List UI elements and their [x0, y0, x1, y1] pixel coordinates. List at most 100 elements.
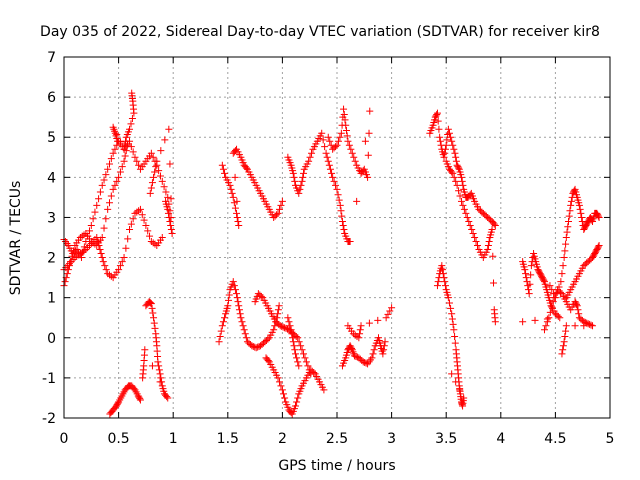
data-point [109, 149, 117, 157]
data-point [455, 164, 463, 172]
data-point [128, 115, 136, 123]
data-point [138, 211, 146, 219]
data-point [575, 310, 583, 318]
y-tick-label: 2 [47, 251, 56, 267]
data-point [542, 322, 550, 330]
data-point [111, 145, 119, 153]
x-tick-label: 2 [278, 431, 287, 447]
data-point [80, 231, 88, 239]
data-point [275, 378, 283, 386]
data-point [96, 188, 104, 196]
data-point [556, 314, 564, 322]
data-point [162, 188, 170, 196]
data-point [577, 209, 585, 217]
data-point [573, 302, 581, 310]
data-point [218, 161, 226, 169]
data-point [155, 366, 163, 374]
data-point [302, 358, 310, 366]
data-point [100, 176, 108, 184]
data-point [561, 332, 569, 340]
data-point [575, 201, 583, 209]
data-point [322, 149, 330, 157]
x-tick-label: 1.5 [217, 431, 239, 447]
data-point [305, 157, 313, 165]
data-point [567, 197, 575, 205]
data-point [121, 152, 129, 160]
y-tick-label: -1 [42, 371, 56, 387]
data-point [114, 399, 122, 407]
data-point [326, 165, 334, 173]
data-point [291, 346, 299, 354]
data-point [325, 161, 333, 169]
data-point [333, 141, 341, 149]
data-point [386, 307, 394, 315]
data-point [275, 205, 283, 213]
data-point [318, 129, 326, 137]
data-point [595, 213, 603, 221]
data-point [85, 227, 93, 235]
data-point [221, 169, 229, 177]
data-point [135, 207, 143, 215]
data-point [562, 322, 570, 330]
data-point [76, 234, 84, 241]
data-point [131, 153, 139, 161]
data-point [274, 310, 282, 318]
data-point [451, 149, 459, 157]
data-point [543, 318, 551, 326]
data-point [334, 137, 342, 145]
data-point [292, 350, 300, 358]
data-point [540, 276, 548, 284]
data-point [136, 395, 144, 403]
data-point [231, 286, 239, 294]
data-point [350, 153, 358, 161]
data-point [491, 221, 499, 229]
data-point [381, 338, 389, 346]
data-point [323, 153, 331, 161]
data-point [221, 314, 229, 322]
data-point [351, 157, 359, 165]
data-point [320, 386, 328, 394]
x-tick-label: 1 [169, 431, 178, 447]
data-point [127, 220, 135, 228]
y-tick-label: -2 [42, 411, 56, 427]
data-point [286, 322, 294, 330]
data-point [465, 217, 473, 225]
data-point [240, 326, 248, 334]
axis-ticks [63, 56, 611, 419]
data-point [365, 319, 373, 327]
data-point [273, 211, 281, 219]
data-point [549, 298, 557, 306]
data-point [450, 173, 458, 181]
data-point [148, 362, 156, 370]
data-point [106, 199, 113, 207]
data-point [248, 342, 256, 350]
data-point [122, 137, 130, 145]
y-axis-label: SDTVAR / TECUs [8, 181, 24, 296]
data-point [449, 141, 457, 149]
data-point [152, 163, 160, 171]
data-points [60, 89, 603, 418]
data-point [95, 195, 103, 203]
data-point [225, 296, 233, 304]
data-point [459, 201, 467, 209]
data-point [274, 306, 282, 314]
data-point [158, 177, 166, 185]
data-point [324, 157, 332, 165]
data-point [299, 173, 307, 181]
data-point [79, 248, 87, 256]
data-point [352, 352, 360, 360]
data-point [289, 169, 297, 177]
data-point [144, 227, 152, 235]
data-point [69, 247, 77, 255]
data-point [379, 350, 387, 358]
data-point [524, 286, 532, 294]
data-point [357, 322, 365, 330]
data-point [231, 173, 239, 181]
data-point [124, 235, 132, 243]
data-point [224, 302, 232, 310]
data-point [158, 234, 166, 241]
data-point [151, 240, 159, 248]
data-point [319, 136, 327, 144]
data-point [277, 382, 285, 390]
data-point [102, 215, 110, 223]
